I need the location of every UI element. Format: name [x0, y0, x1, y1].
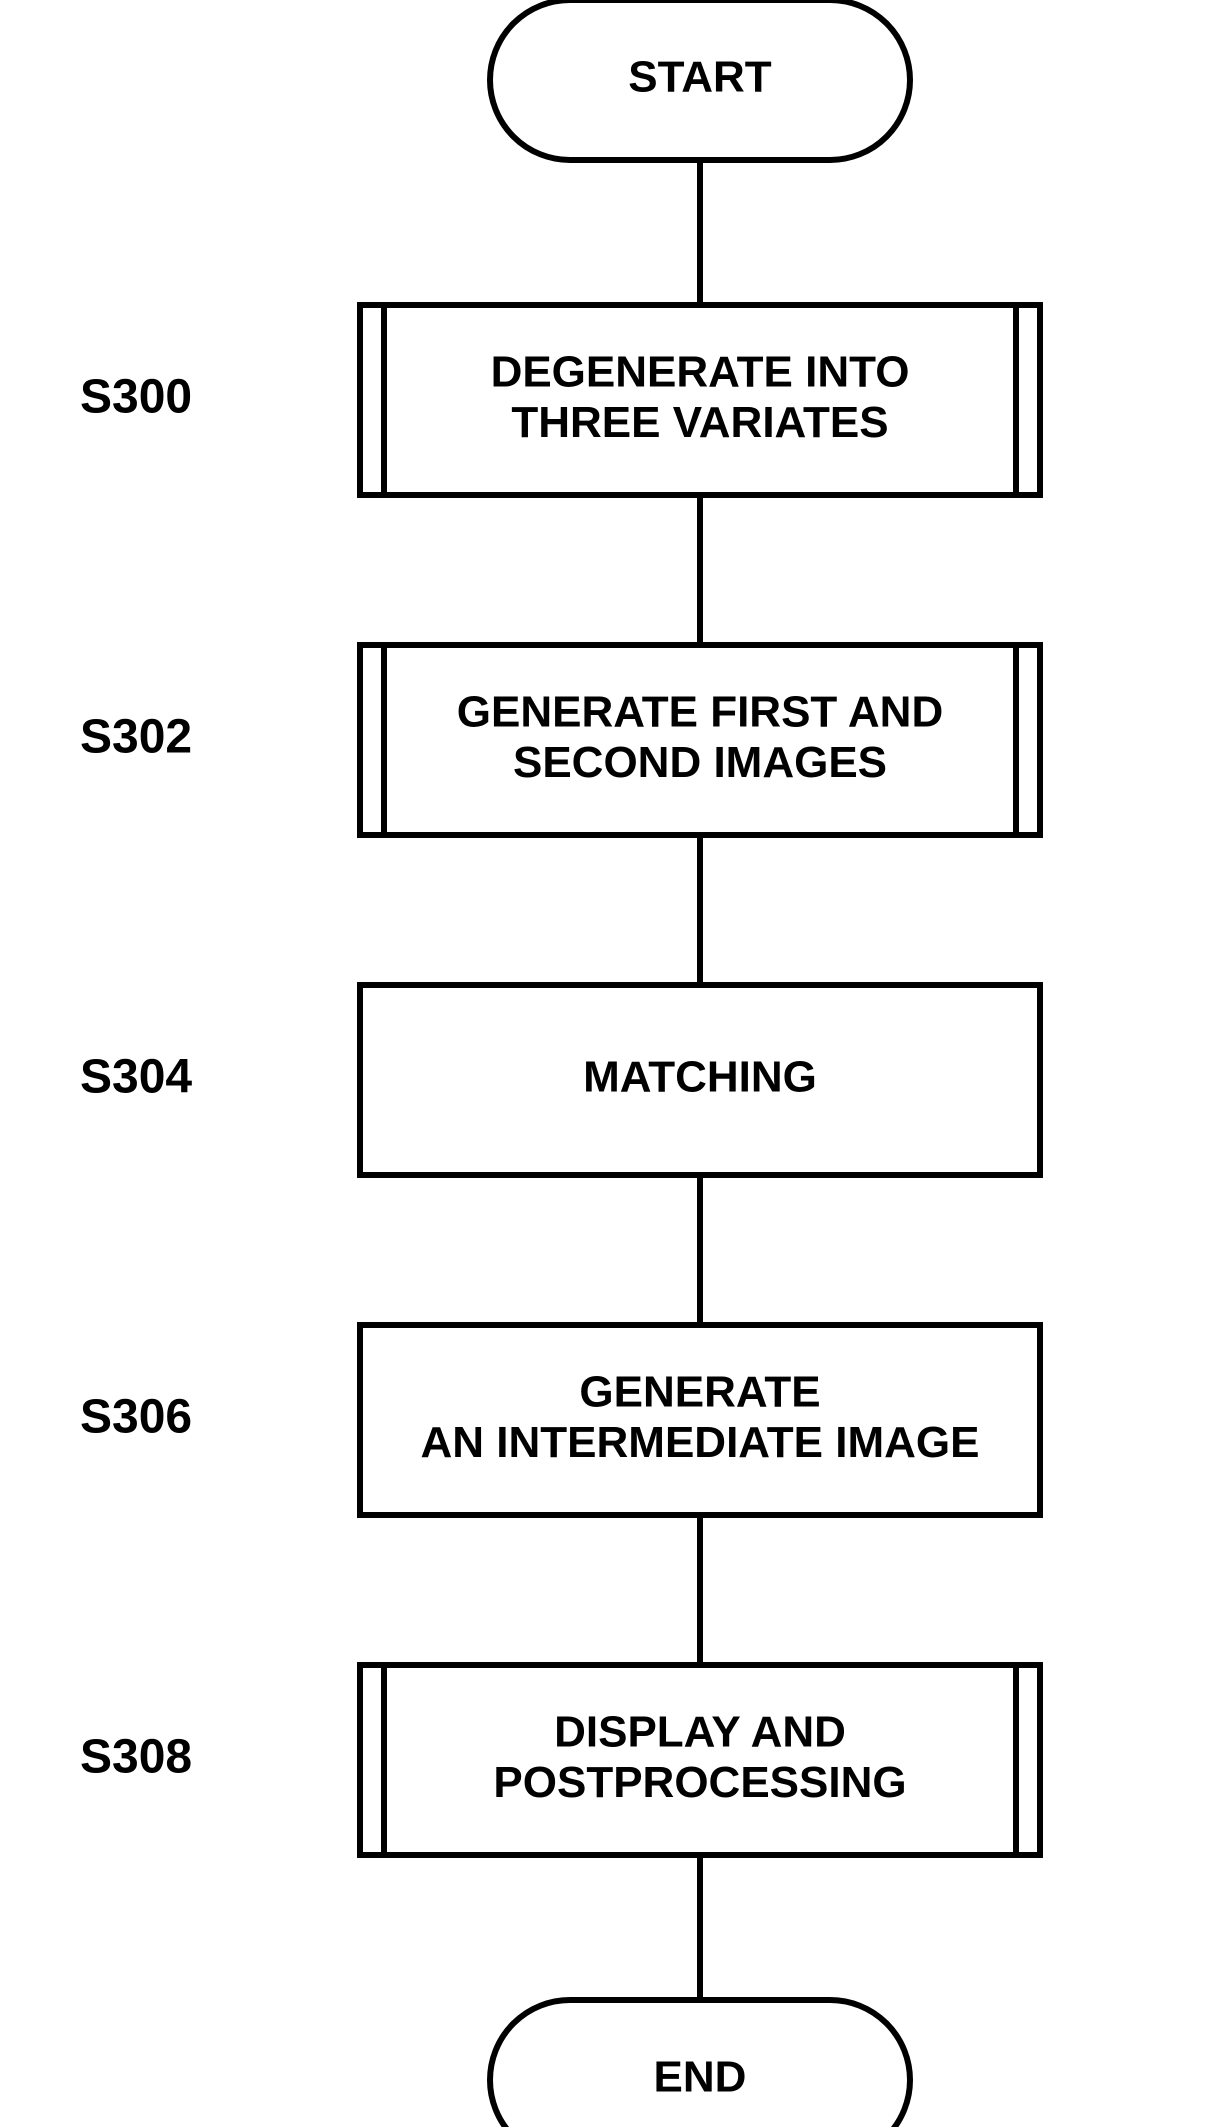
- node-text-line: MATCHING: [583, 1053, 817, 1102]
- node-text-line: GENERATE FIRST AND: [457, 687, 943, 736]
- node-text-line: DISPLAY AND: [554, 1707, 846, 1756]
- node-text-line: START: [628, 53, 772, 102]
- step-label: S306: [80, 1391, 192, 1444]
- step-label: S304: [80, 1051, 192, 1104]
- step-label: S300: [80, 371, 192, 424]
- node-text-line: THREE VARIATES: [511, 398, 888, 447]
- step-label: S308: [80, 1731, 192, 1784]
- node-text-line: POSTPROCESSING: [493, 1758, 906, 1807]
- node-text-line: END: [654, 2053, 747, 2102]
- node-text-line: SECOND IMAGES: [513, 738, 887, 787]
- step-label: S302: [80, 711, 192, 764]
- node-text-line: GENERATE: [579, 1367, 820, 1416]
- node-text-line: AN INTERMEDIATE IMAGE: [421, 1418, 980, 1467]
- flowchart-svg: START S300 DEGENERATE INTOTHREE VARIATES S3…: [0, 0, 1215, 2127]
- node-text-line: DEGENERATE INTO: [491, 347, 910, 396]
